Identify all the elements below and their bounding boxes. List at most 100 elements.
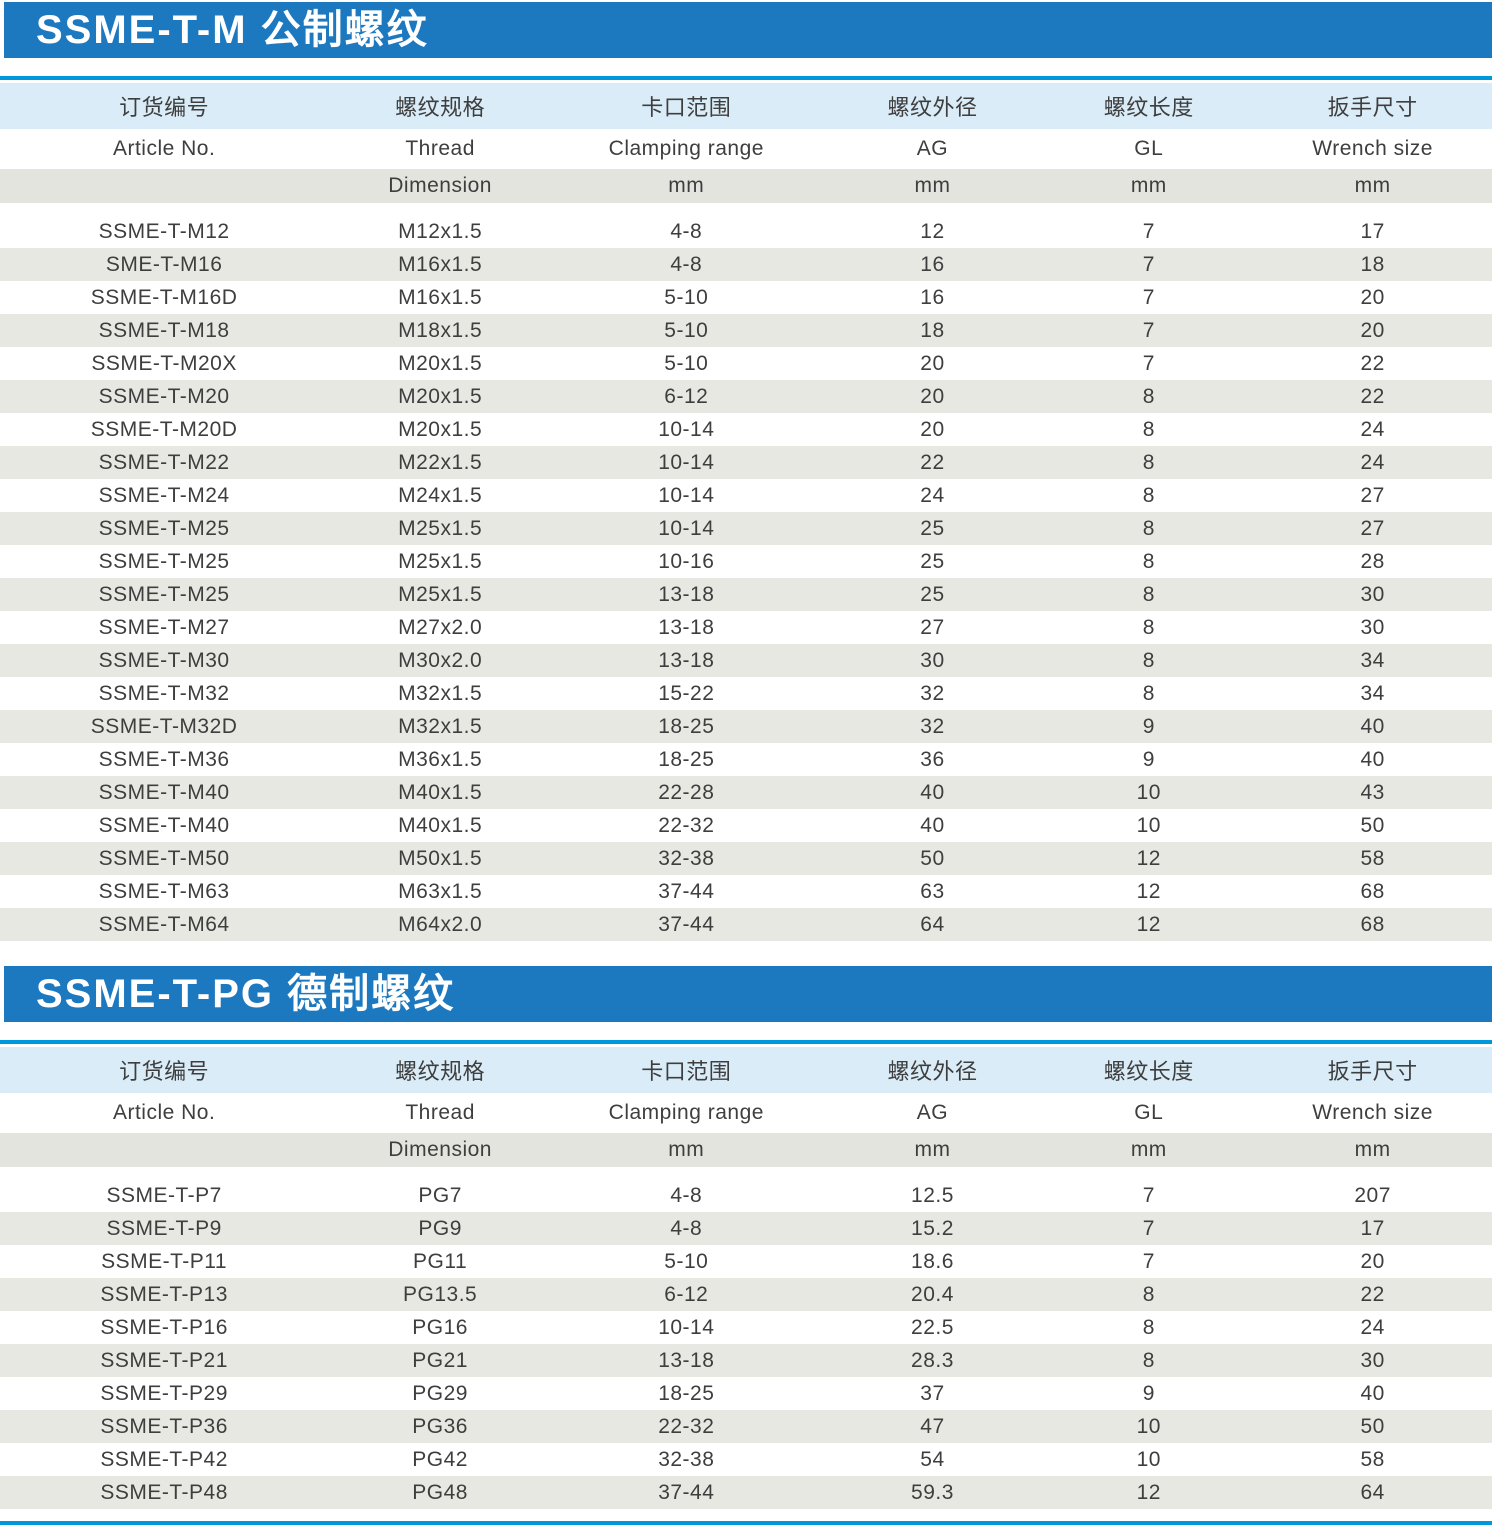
table-row: SSME-T-M63 M63x1.5 37-44 63 12 68 [0, 875, 1492, 908]
spacer [0, 1167, 1492, 1179]
gl-cell: 9 [1044, 743, 1254, 776]
wrench-size-cell: 34 [1253, 677, 1492, 710]
column-header-en: GL [1044, 129, 1254, 169]
wrench-size-cell: 64 [1253, 1476, 1492, 1509]
gl-cell: 7 [1044, 314, 1254, 347]
wrench-size-cell: 34 [1253, 644, 1492, 677]
column-header-en: Thread [328, 129, 553, 169]
article-no-cell: SSME-T-M64 [0, 908, 329, 941]
table-row: SSME-T-M24 M24x1.5 10-14 24 8 27 [0, 479, 1492, 512]
clamping-range-cell: 32-38 [552, 842, 821, 875]
gl-cell: 10 [1044, 776, 1254, 809]
table-row: SSME-T-M36 M36x1.5 18-25 36 9 40 [0, 743, 1492, 776]
article-no-cell: SSME-T-M16D [0, 281, 329, 314]
column-header-unit: Dimension [328, 169, 553, 203]
spacer [0, 953, 1500, 966]
section-title-banner: SSME-T-PG 德制螺纹 [4, 966, 1492, 1022]
header-row-zh: 订货编号 螺纹规格 卡口范围 螺纹外径 螺纹长度 扳手尺寸 [0, 83, 1492, 129]
ag-cell: 20 [820, 380, 1045, 413]
thread-cell: M20x1.5 [328, 413, 553, 446]
clamping-range-cell: 13-18 [552, 578, 821, 611]
ag-cell: 40 [820, 776, 1045, 809]
clamping-range-cell: 22-32 [552, 809, 821, 842]
wrench-size-cell: 20 [1253, 281, 1492, 314]
thread-cell: PG21 [328, 1344, 553, 1377]
section-metric-thread: SSME-T-M 公制螺纹 订货编号 螺纹规格 卡口范围 螺纹外径 螺纹长度 扳手尺寸 Ar… [0, 2, 1500, 941]
ag-cell: 25 [820, 545, 1045, 578]
blue-rule-bottom [0, 1521, 1492, 1525]
article-no-cell: SSME-T-M12 [0, 215, 329, 248]
article-no-cell: SSME-T-M22 [0, 446, 329, 479]
wrench-size-cell: 30 [1253, 1344, 1492, 1377]
table-row: SSME-T-M27 M27x2.0 13-18 27 8 30 [0, 611, 1492, 644]
table-row: SSME-T-P42 PG42 32-38 54 10 58 [0, 1443, 1492, 1476]
thread-cell: M20x1.5 [328, 380, 553, 413]
table-row: SSME-T-P7 PG7 4-8 12.5 7 207 [0, 1179, 1492, 1212]
column-header-zh: 扳手尺寸 [1253, 83, 1492, 129]
thread-cell: M25x1.5 [328, 545, 553, 578]
gl-cell: 8 [1044, 479, 1254, 512]
table-row: SSME-T-M12 M12x1.5 4-8 12 7 17 [0, 215, 1492, 248]
wrench-size-cell: 22 [1253, 380, 1492, 413]
gl-cell: 8 [1044, 644, 1254, 677]
table-row: SSME-T-M32 M32x1.5 15-22 32 8 34 [0, 677, 1492, 710]
clamping-range-cell: 10-14 [552, 479, 821, 512]
column-header-unit [0, 1133, 329, 1167]
ag-cell: 32 [820, 710, 1045, 743]
article-no-cell: SSME-T-M20D [0, 413, 329, 446]
blue-rule [0, 1040, 1492, 1044]
table-row: SSME-T-M16D M16x1.5 5-10 16 7 20 [0, 281, 1492, 314]
ag-cell: 18 [820, 314, 1045, 347]
table-row: SSME-T-M64 M64x2.0 37-44 64 12 68 [0, 908, 1492, 941]
article-no-cell: SSME-T-P48 [0, 1476, 329, 1509]
table-row: SSME-T-P29 PG29 18-25 37 9 40 [0, 1377, 1492, 1410]
column-header-zh: 螺纹外径 [820, 83, 1045, 129]
header-spacer-row [0, 1167, 1492, 1179]
clamping-range-cell: 5-10 [552, 347, 821, 380]
thread-cell: M25x1.5 [328, 512, 553, 545]
gl-cell: 10 [1044, 809, 1254, 842]
article-no-cell: SSME-T-M18 [0, 314, 329, 347]
column-header-unit: mm [1253, 1133, 1492, 1167]
article-no-cell: SSME-T-M25 [0, 545, 329, 578]
thread-cell: M16x1.5 [328, 248, 553, 281]
gl-cell: 8 [1044, 1311, 1254, 1344]
thread-cell: M16x1.5 [328, 281, 553, 314]
gl-cell: 8 [1044, 512, 1254, 545]
ag-cell: 25 [820, 578, 1045, 611]
article-no-cell: SSME-T-P16 [0, 1311, 329, 1344]
article-no-cell: SSME-T-M25 [0, 578, 329, 611]
column-header-en: Clamping range [552, 1093, 821, 1133]
gl-cell: 12 [1044, 908, 1254, 941]
clamping-range-cell: 37-44 [552, 908, 821, 941]
wrench-size-cell: 28 [1253, 545, 1492, 578]
thread-cell: M63x1.5 [328, 875, 553, 908]
article-no-cell: SSME-T-M63 [0, 875, 329, 908]
thread-cell: M20x1.5 [328, 347, 553, 380]
table-row: SME-T-M16 M16x1.5 4-8 16 7 18 [0, 248, 1492, 281]
ag-cell: 25 [820, 512, 1045, 545]
table-row: SSME-T-P36 PG36 22-32 47 10 50 [0, 1410, 1492, 1443]
column-header-en: GL [1044, 1093, 1254, 1133]
gl-cell: 7 [1044, 215, 1254, 248]
wrench-size-cell: 24 [1253, 413, 1492, 446]
gl-cell: 8 [1044, 446, 1254, 479]
thread-cell: M22x1.5 [328, 446, 553, 479]
article-no-cell: SSME-T-M40 [0, 776, 329, 809]
wrench-size-cell: 40 [1253, 1377, 1492, 1410]
clamping-range-cell: 10-16 [552, 545, 821, 578]
wrench-size-cell: 40 [1253, 710, 1492, 743]
gl-cell: 8 [1044, 611, 1254, 644]
article-no-cell: SME-T-M16 [0, 248, 329, 281]
wrench-size-cell: 24 [1253, 446, 1492, 479]
thread-cell: PG29 [328, 1377, 553, 1410]
wrench-size-cell: 17 [1253, 215, 1492, 248]
wrench-size-cell: 30 [1253, 578, 1492, 611]
clamping-range-cell: 5-10 [552, 1245, 821, 1278]
wrench-size-cell: 50 [1253, 809, 1492, 842]
article-no-cell: SSME-T-M20 [0, 380, 329, 413]
gl-cell: 8 [1044, 1344, 1254, 1377]
column-header-zh: 卡口范围 [552, 1047, 821, 1093]
gl-cell: 7 [1044, 347, 1254, 380]
